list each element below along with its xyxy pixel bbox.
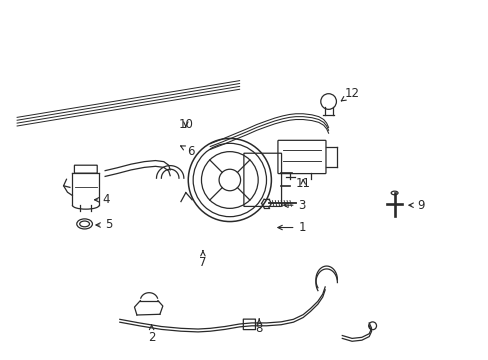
Text: 6: 6 (180, 145, 194, 158)
Text: 1: 1 (277, 221, 305, 234)
Text: 4: 4 (94, 193, 110, 206)
Text: 9: 9 (408, 199, 424, 212)
Text: 10: 10 (178, 118, 193, 131)
Text: 5: 5 (96, 219, 112, 231)
Text: 7: 7 (199, 251, 206, 269)
Text: 11: 11 (295, 177, 310, 190)
Text: 3: 3 (283, 199, 305, 212)
Text: 2: 2 (147, 325, 155, 344)
Text: 12: 12 (341, 87, 359, 101)
Text: 8: 8 (255, 319, 263, 335)
